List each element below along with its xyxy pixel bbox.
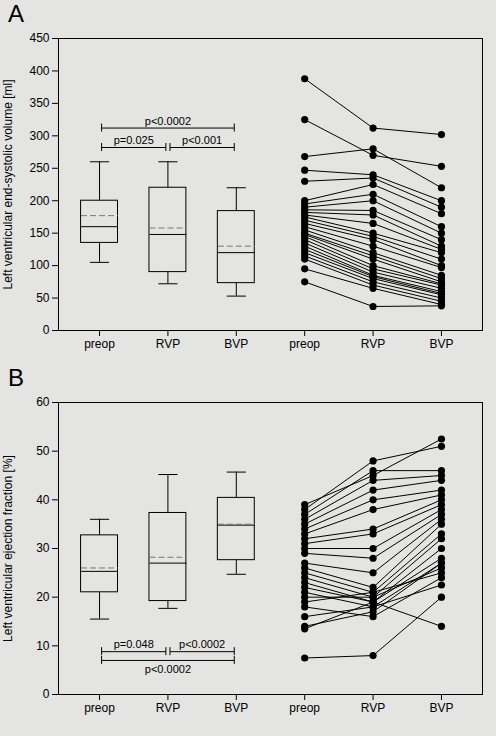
svg-text:p=0.048: p=0.048 xyxy=(114,638,154,650)
svg-text:10: 10 xyxy=(36,639,50,653)
svg-text:preop: preop xyxy=(289,337,320,351)
svg-text:BVP: BVP xyxy=(224,337,248,351)
svg-text:RVP: RVP xyxy=(156,337,180,351)
svg-text:RVP: RVP xyxy=(156,701,180,715)
svg-text:50: 50 xyxy=(36,291,50,305)
svg-text:RVP: RVP xyxy=(361,337,385,351)
svg-text:150: 150 xyxy=(29,226,49,240)
svg-text:100: 100 xyxy=(29,258,49,272)
svg-text:0: 0 xyxy=(43,687,50,701)
svg-text:p<0.0002: p<0.0002 xyxy=(179,638,225,650)
svg-text:200: 200 xyxy=(29,194,49,208)
svg-text:20: 20 xyxy=(36,590,50,604)
svg-text:preop: preop xyxy=(84,701,115,715)
svg-text:0: 0 xyxy=(43,323,50,337)
svg-text:250: 250 xyxy=(29,161,49,175)
svg-text:preop: preop xyxy=(84,337,115,351)
html-text:B: B xyxy=(8,364,24,391)
svg-text:450: 450 xyxy=(29,31,49,45)
svg-text:BVP: BVP xyxy=(429,701,453,715)
html-text:A: A xyxy=(8,0,24,27)
svg-text:BVP: BVP xyxy=(429,337,453,351)
svg-text:30: 30 xyxy=(36,541,50,555)
svg-text:BVP: BVP xyxy=(224,701,248,715)
svg-text:Left ventricular ejection frac: Left ventricular ejection fraction [%] xyxy=(1,455,15,642)
svg-text:350: 350 xyxy=(29,96,49,110)
svg-text:60: 60 xyxy=(36,395,50,409)
svg-text:Left ventricular end-systolic: Left ventricular end-systolic volume [ml… xyxy=(1,79,15,289)
svg-text:p=0.025: p=0.025 xyxy=(114,134,154,146)
svg-text:400: 400 xyxy=(29,64,49,78)
svg-text:p<0.0002: p<0.0002 xyxy=(145,115,191,127)
svg-text:40: 40 xyxy=(36,493,50,507)
svg-text:p<0.001: p<0.001 xyxy=(182,134,222,146)
svg-text:p<0.0002: p<0.0002 xyxy=(145,663,191,675)
svg-text:RVP: RVP xyxy=(361,701,385,715)
svg-text:preop: preop xyxy=(289,701,320,715)
svg-text:300: 300 xyxy=(29,129,49,143)
svg-text:50: 50 xyxy=(36,444,50,458)
